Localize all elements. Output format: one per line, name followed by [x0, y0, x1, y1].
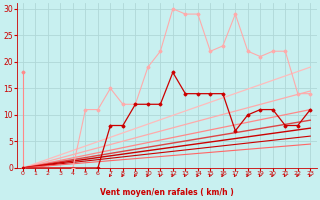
X-axis label: Vent moyen/en rafales ( km/h ): Vent moyen/en rafales ( km/h ) — [100, 188, 234, 197]
